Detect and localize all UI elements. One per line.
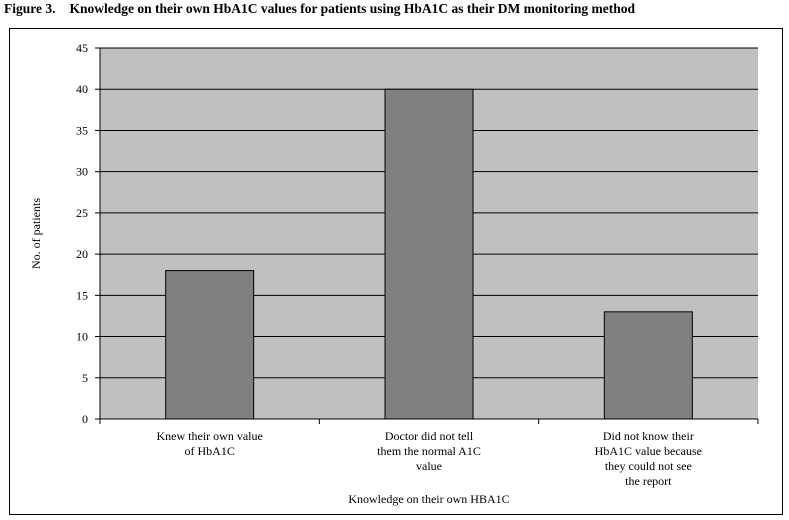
axes (95, 47, 759, 424)
category-label: Did not know their HbA1C value because the… (595, 429, 702, 488)
category-label: Doctor did not tell them the normal A1C va… (377, 429, 481, 473)
y-tick-label: 30 (76, 165, 88, 179)
figure-number: Figure 3. (4, 1, 56, 16)
y-tick-label: 10 (76, 330, 88, 344)
y-tick-label: 40 (76, 82, 88, 96)
y-tick-label: 0 (82, 412, 88, 426)
y-tick-label: 5 (82, 371, 88, 385)
bar (165, 270, 255, 420)
bar (384, 88, 474, 420)
y-tick-labels: 0 5 10 15 20 25 30 35 40 45 (76, 41, 88, 426)
category-label: Knew their own value of HbA1C (157, 429, 263, 458)
figure-caption: Knowledge on their own HbA1C values for … (69, 1, 636, 16)
bar (603, 311, 693, 420)
y-tick-label: 20 (76, 247, 88, 261)
category-labels: Knew their own value of HbA1C Doctor did n… (157, 429, 702, 488)
y-axis-title: No. of patients (29, 198, 43, 269)
figure-title: Figure 3. Knowledge on their own HbA1C va… (4, 1, 635, 17)
y-tick-label: 45 (76, 41, 88, 55)
x-axis-title: Knowledge on their own HBA1C (348, 492, 509, 506)
y-tick-label: 15 (76, 288, 88, 302)
y-tick-label: 35 (76, 123, 88, 137)
chart-frame (9, 28, 783, 515)
bars (165, 88, 693, 420)
y-tick-label: 25 (76, 206, 88, 220)
